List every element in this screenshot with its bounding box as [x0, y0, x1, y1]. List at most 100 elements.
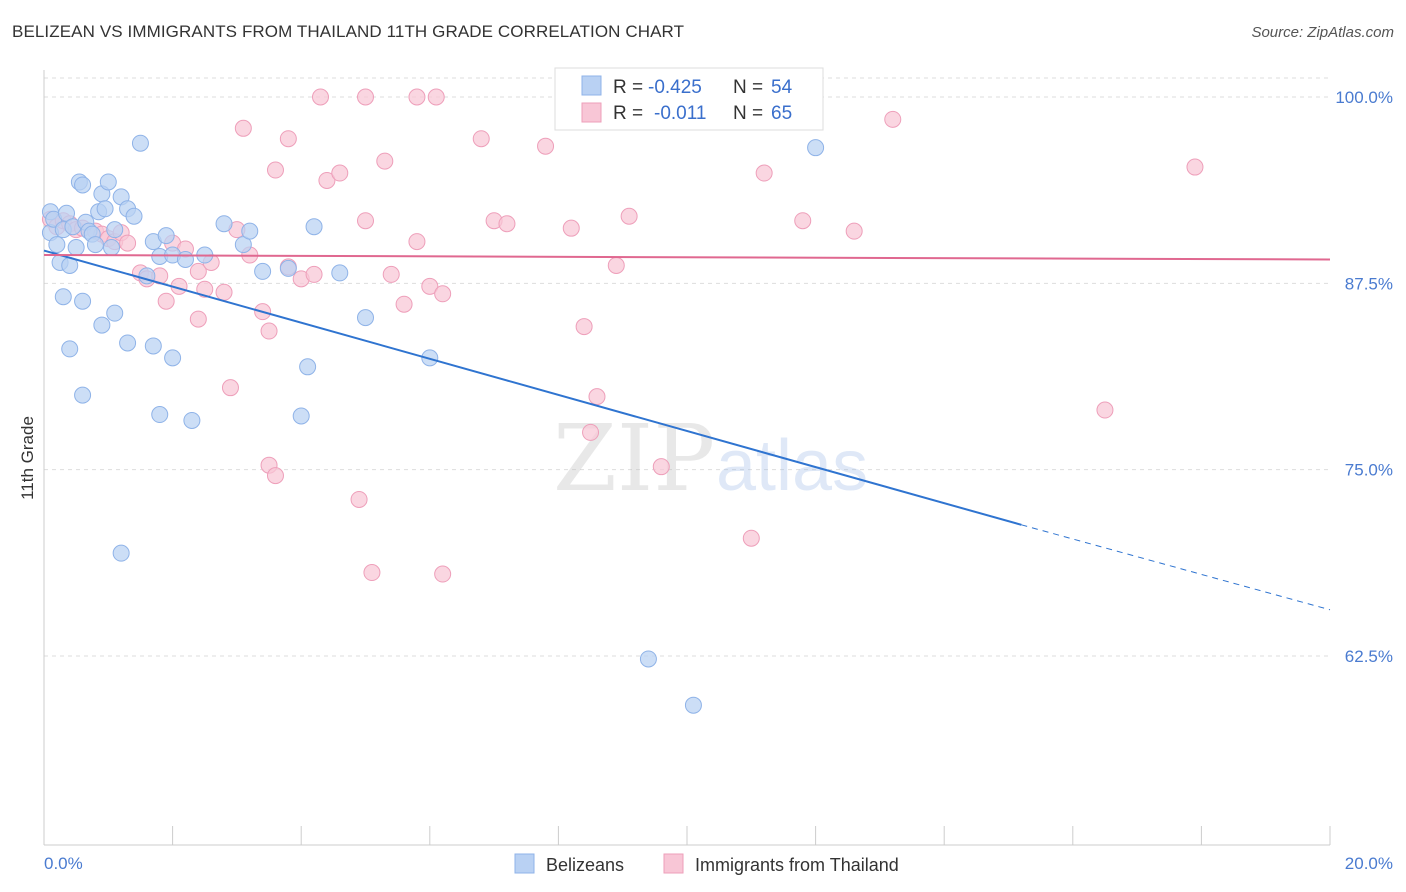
belizeans-point — [151, 406, 169, 424]
thailand-point — [794, 212, 812, 230]
thailand-trend-line — [43, 254, 1331, 261]
belizeans-point — [279, 259, 297, 277]
belizeans-point — [305, 218, 323, 236]
thailand-point — [357, 88, 374, 106]
y-tick-label: 87.5% — [1345, 274, 1393, 293]
thailand-point — [607, 256, 625, 274]
thailand-point — [305, 265, 323, 283]
thailand-point — [221, 379, 239, 397]
belizeans-trend-line — [43, 249, 1022, 526]
x-tick-label: 0.0% — [44, 854, 83, 873]
thailand-point — [884, 110, 902, 128]
belizeans-point — [48, 236, 66, 254]
belizeans-point — [183, 411, 201, 429]
thailand-point — [652, 458, 670, 476]
belizeans-point — [157, 227, 175, 245]
legend-r-label-belizeans: R = — [613, 77, 643, 98]
belizeans-point — [807, 139, 825, 157]
bottom-legend-swatch-belizeans — [514, 853, 535, 874]
thailand-point — [279, 130, 297, 148]
y-tick-label: 100.0% — [1335, 88, 1393, 107]
belizeans-point — [61, 340, 79, 358]
thailand-point — [421, 277, 439, 295]
belizeans-point — [164, 349, 182, 367]
thailand-point — [196, 280, 214, 298]
legend-n-value-belizeans: 54 — [771, 77, 793, 98]
belizeans-point — [74, 292, 92, 310]
belizeans-point — [215, 215, 233, 233]
watermark: ZIP atlas — [553, 405, 868, 512]
series-legend: Belizeans Immigrants from Thailand — [514, 853, 899, 875]
thailand-point — [266, 467, 284, 485]
thailand-point — [234, 119, 252, 137]
thailand-point — [119, 234, 137, 252]
belizeans-point — [74, 176, 92, 194]
belizeans-point — [86, 236, 104, 254]
bottom-legend-label-thailand: Immigrants from Thailand — [695, 855, 899, 875]
belizeans-point — [112, 544, 130, 562]
thailand-point — [408, 233, 426, 251]
gridlines — [44, 77, 1330, 657]
thailand-point — [498, 215, 516, 233]
thailand-point — [157, 292, 175, 310]
thailand-point — [408, 88, 426, 106]
belizeans-point — [103, 239, 121, 257]
thailand-point — [472, 130, 490, 148]
belizeans-point — [639, 650, 657, 668]
thailand-point — [575, 318, 593, 336]
belizeans-point — [176, 250, 194, 268]
belizeans-point — [144, 337, 162, 355]
legend-swatch-thailand — [581, 102, 602, 123]
chart-title: BELIZEAN VS IMMIGRANTS FROM THAILAND 11T… — [12, 22, 685, 41]
legend-n-label-belizeans: N = — [733, 77, 763, 98]
thailand-point — [266, 161, 284, 179]
belizeans-point — [119, 334, 137, 352]
belizeans-point — [93, 316, 111, 334]
thailand-point — [350, 490, 368, 508]
thailand-point — [620, 207, 638, 225]
belizeans-point — [106, 304, 124, 322]
bottom-legend-swatch-thailand — [663, 853, 684, 874]
thailand-point — [742, 529, 760, 547]
belizeans-point — [99, 173, 117, 191]
belizeans-point — [96, 200, 114, 218]
thailand-point — [1096, 401, 1114, 419]
legend-n-label-thailand: N = — [733, 103, 763, 124]
source-label: Source: ZipAtlas.com — [1251, 24, 1394, 41]
belizeans-point — [131, 134, 149, 152]
legend-swatch-belizeans — [581, 75, 602, 96]
belizeans-point — [125, 207, 143, 225]
thailand-point — [382, 265, 400, 283]
stats-legend: R = -0.425 N = 54 R = -0.011 N = 65 — [554, 67, 824, 131]
thailand-point — [434, 565, 452, 583]
belizeans-point — [241, 222, 259, 240]
x-tick-labels: 0.0% 20.0% — [44, 854, 1393, 873]
x-tick-marks — [43, 826, 1331, 845]
y-tick-label: 62.5% — [1345, 647, 1393, 666]
x-tick-label: 20.0% — [1345, 854, 1393, 873]
legend-r-value-belizeans: -0.425 — [648, 77, 702, 98]
thailand-point — [537, 137, 555, 155]
thailand-point — [588, 388, 606, 406]
belizeans-point — [292, 407, 310, 425]
thailand-point — [215, 283, 233, 301]
thailand-point — [189, 262, 207, 280]
belizeans-point — [299, 358, 317, 376]
thailand-point — [311, 88, 329, 106]
legend-r-value-thailand: -0.011 — [654, 103, 706, 124]
y-axis-label: 11th Grade — [18, 416, 37, 500]
watermark-atlas: atlas — [716, 426, 868, 506]
thailand-point — [376, 152, 394, 170]
belizeans-point — [684, 696, 702, 714]
belizeans-point — [106, 221, 124, 239]
thailand-point — [357, 212, 374, 230]
belizeans-point — [74, 386, 92, 404]
y-tick-labels: 100.0% 87.5% 75.0% 62.5% — [1335, 88, 1393, 666]
belizeans-point — [331, 264, 349, 282]
belizeans-point — [254, 262, 272, 280]
belizeans-point — [67, 239, 85, 257]
thailand-point — [189, 310, 207, 328]
thailand-point — [582, 423, 600, 441]
thailand-point — [1186, 158, 1204, 176]
